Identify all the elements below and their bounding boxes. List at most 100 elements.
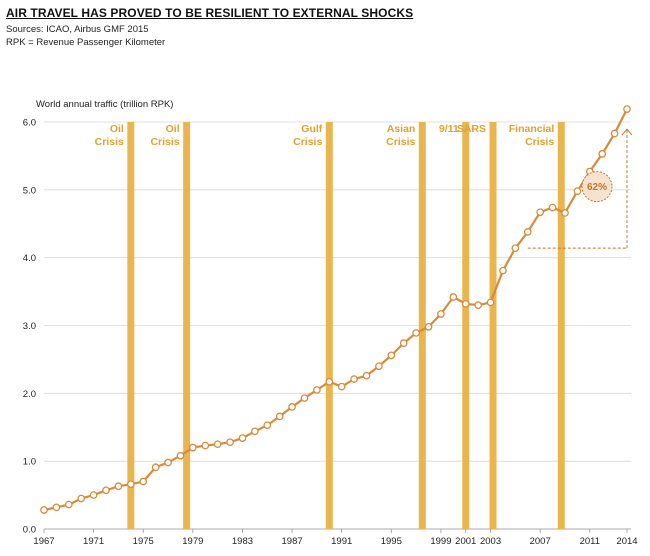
- crisis-label: Oil: [110, 123, 124, 135]
- annotation-arrow: [621, 128, 633, 136]
- y-tick-label: 6.0: [23, 118, 36, 129]
- x-tick-label: 1987: [282, 536, 303, 547]
- data-point: [164, 458, 172, 467]
- y-tick-label: 1.0: [23, 457, 36, 468]
- crisis-label: SARS: [457, 123, 486, 135]
- data-point: [139, 477, 148, 486]
- crisis-label: Crisis: [525, 136, 554, 148]
- data-point: [573, 187, 582, 196]
- crisis-label: Asian: [387, 123, 416, 135]
- data-point: [375, 362, 383, 371]
- crisis-label: 9/11: [439, 123, 459, 135]
- data-point: [449, 293, 458, 301]
- x-tick-label: 1967: [33, 536, 54, 547]
- data-point: [102, 486, 110, 495]
- source-note: Sources: ICAO, Airbus GMF 2015: [6, 24, 149, 35]
- growth-annotation: 62%: [527, 128, 633, 249]
- data-point: [536, 208, 545, 217]
- data-point: [238, 434, 247, 442]
- x-tick-label: 1995: [381, 536, 402, 547]
- x-tick-label: 1991: [331, 536, 352, 547]
- data-point: [325, 377, 334, 386]
- data-point: [598, 150, 607, 158]
- data-point: [151, 463, 160, 472]
- grid-lines: [44, 121, 631, 530]
- data-point: [548, 203, 557, 212]
- data-point: [275, 412, 284, 421]
- crisis-label: Crisis: [95, 136, 124, 148]
- crisis-band: [489, 122, 497, 529]
- y-axis: 0.0 1.0 2.0 3.0 4.0 5.0 6.0: [23, 118, 36, 536]
- data-point: [610, 129, 619, 138]
- data-point: [424, 323, 433, 331]
- annotation-badge: [581, 171, 613, 203]
- crisis-label: Gulf: [301, 123, 322, 135]
- crisis-label: Financial: [509, 123, 555, 135]
- y-tick-label: 5.0: [23, 185, 36, 196]
- crisis-band: [127, 122, 135, 529]
- x-tick-label: 1975: [133, 536, 154, 547]
- y-axis-label: World annual traffic (trillion RPK): [36, 99, 173, 110]
- data-point: [189, 443, 197, 452]
- x-tick-label: 2007: [530, 536, 551, 547]
- x-tick-label: 2001: [455, 536, 476, 547]
- data-point: [126, 480, 135, 489]
- x-tick-label: 2003: [480, 536, 501, 547]
- data-point: [511, 244, 520, 253]
- data-point: [362, 371, 371, 380]
- x-tick-label: 1983: [232, 536, 253, 547]
- data-point: [263, 421, 272, 430]
- data-point: [350, 375, 358, 383]
- data-point: [313, 386, 321, 394]
- x-tick-label: 1999: [430, 536, 451, 547]
- crisis-band: [462, 122, 470, 529]
- data-point: [201, 441, 210, 450]
- data-point: [499, 266, 507, 275]
- data-point: [523, 228, 532, 236]
- data-point: [64, 500, 73, 509]
- data-point: [300, 394, 309, 402]
- x-axis: 1967 1971 1975 1979 1983 1987 1991 1995 1999 2001…: [33, 529, 638, 547]
- data-point: [251, 427, 259, 436]
- crisis-label: Crisis: [386, 136, 415, 148]
- y-tick-label: 2.0: [23, 389, 36, 400]
- data-point: [461, 299, 470, 308]
- data-point: [623, 105, 631, 113]
- annotation-label: 62%: [587, 182, 607, 193]
- data-point: [52, 503, 61, 512]
- data-point: [337, 382, 346, 391]
- crisis-band: [183, 122, 191, 529]
- data-point: [561, 209, 569, 217]
- data-point: [176, 451, 185, 460]
- data-point: [486, 298, 495, 307]
- data-point: [226, 438, 234, 447]
- data-point: [288, 403, 296, 411]
- crisis-band: [418, 122, 426, 529]
- data-point: [412, 329, 420, 337]
- y-tick-label: 3.0: [23, 321, 36, 332]
- crisis-label: Crisis: [150, 136, 179, 148]
- x-tick-label: 2014: [616, 536, 637, 547]
- data-point: [114, 482, 123, 491]
- chart-title: AIR TRAVEL HAS PROVED TO BE RESILIENT TO…: [6, 6, 414, 20]
- data-point: [474, 301, 482, 309]
- x-tick-label: 1979: [182, 536, 203, 547]
- y-tick-label: 0.0: [23, 525, 36, 536]
- crisis-label: Crisis: [293, 136, 322, 148]
- x-tick-label: 1971: [83, 536, 104, 547]
- data-point: [40, 506, 48, 514]
- x-tick-label: 2011: [580, 536, 600, 547]
- y-tick-label: 4.0: [23, 253, 36, 264]
- crisis-band: [557, 122, 565, 529]
- rpk-definition: RPK = Revenue Passenger Kilometer: [6, 37, 166, 48]
- crisis-bands: OilCrisisOilCrisisGulfCrisisAsianCrisis9…: [95, 122, 565, 529]
- traffic-series: [40, 105, 631, 514]
- crisis-label: Oil: [166, 123, 180, 135]
- data-point: [399, 339, 408, 347]
- data-point: [213, 440, 222, 449]
- crisis-band: [325, 122, 333, 529]
- data-point: [387, 351, 396, 360]
- data-point: [77, 494, 86, 503]
- data-point: [89, 491, 98, 499]
